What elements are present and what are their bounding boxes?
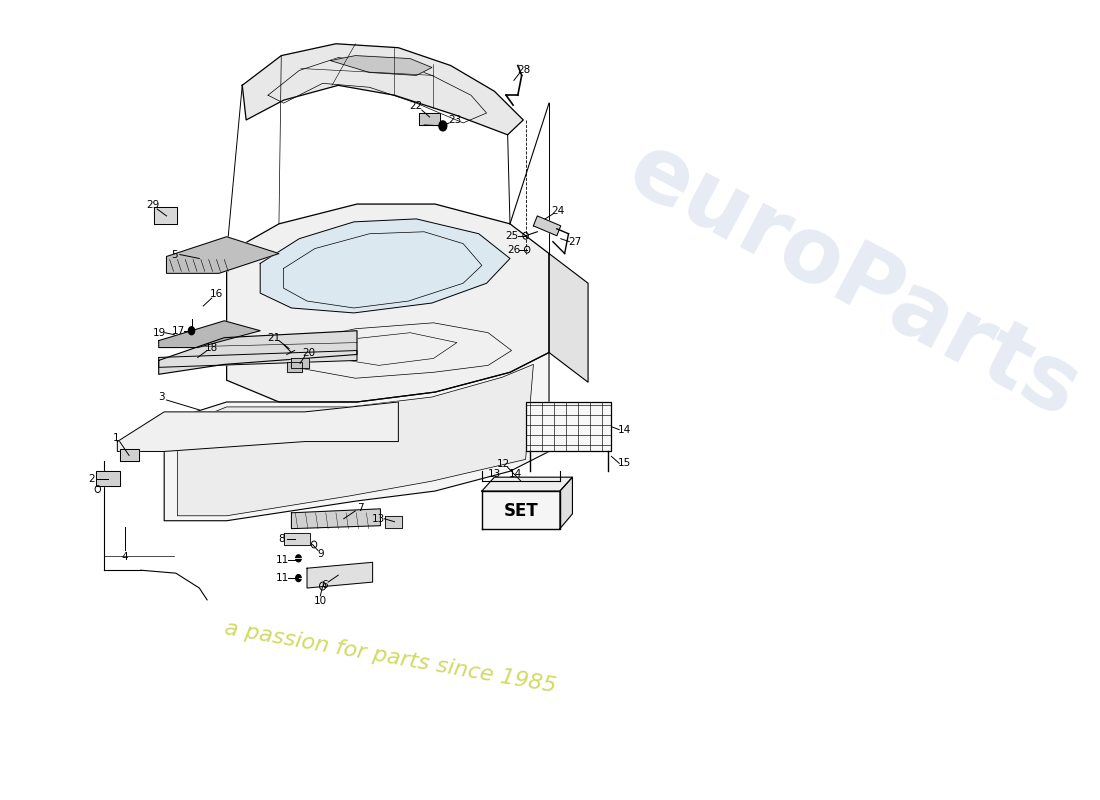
Polygon shape <box>534 216 561 236</box>
Polygon shape <box>292 358 309 368</box>
Polygon shape <box>330 56 432 75</box>
Text: SET: SET <box>504 502 538 520</box>
Polygon shape <box>261 219 510 313</box>
Polygon shape <box>97 471 120 486</box>
Text: 19: 19 <box>153 328 166 338</box>
Text: 22: 22 <box>409 101 422 111</box>
Text: 5: 5 <box>170 250 177 259</box>
Polygon shape <box>158 321 261 347</box>
Text: 14: 14 <box>509 470 522 479</box>
Polygon shape <box>177 364 534 516</box>
Text: 23: 23 <box>448 115 461 125</box>
Text: 21: 21 <box>267 333 280 342</box>
Text: 10: 10 <box>314 596 327 606</box>
Text: euroParts: euroParts <box>613 126 1094 437</box>
Text: 13: 13 <box>372 514 385 524</box>
Circle shape <box>296 574 301 582</box>
Polygon shape <box>482 491 560 529</box>
Text: 11: 11 <box>275 573 288 583</box>
Polygon shape <box>166 237 279 274</box>
Text: 27: 27 <box>569 237 582 246</box>
Text: 7: 7 <box>358 503 364 513</box>
Polygon shape <box>482 477 572 491</box>
Text: 12: 12 <box>497 459 510 470</box>
Circle shape <box>296 555 301 562</box>
Text: 20: 20 <box>302 349 316 358</box>
Text: 18: 18 <box>206 342 219 353</box>
Polygon shape <box>292 509 381 529</box>
Polygon shape <box>287 362 303 372</box>
Text: 4: 4 <box>122 552 129 562</box>
Text: 3: 3 <box>158 392 165 402</box>
Polygon shape <box>164 353 549 521</box>
Polygon shape <box>227 204 549 402</box>
Text: 25: 25 <box>506 230 519 241</box>
Polygon shape <box>120 450 140 462</box>
Text: 15: 15 <box>618 458 631 468</box>
Text: 24: 24 <box>551 206 564 216</box>
Text: 16: 16 <box>210 289 223 299</box>
Text: 13: 13 <box>487 470 500 479</box>
Text: 9: 9 <box>317 550 323 559</box>
Polygon shape <box>526 402 612 451</box>
Polygon shape <box>158 330 358 374</box>
Polygon shape <box>307 562 373 588</box>
Text: 1: 1 <box>113 433 120 442</box>
Circle shape <box>188 326 195 334</box>
Text: 14: 14 <box>618 425 631 434</box>
Text: 29: 29 <box>146 200 160 210</box>
Polygon shape <box>154 207 177 224</box>
Polygon shape <box>118 402 398 451</box>
Polygon shape <box>560 477 572 529</box>
Polygon shape <box>419 113 440 125</box>
Polygon shape <box>158 350 358 367</box>
Text: 6: 6 <box>321 580 328 590</box>
Polygon shape <box>385 516 403 528</box>
Circle shape <box>439 121 447 131</box>
Text: 26: 26 <box>507 245 520 254</box>
Text: 17: 17 <box>172 326 185 336</box>
Polygon shape <box>284 533 310 546</box>
Polygon shape <box>242 44 524 134</box>
Text: a passion for parts since 1985: a passion for parts since 1985 <box>222 618 558 696</box>
Text: 11: 11 <box>275 555 288 566</box>
Text: 8: 8 <box>278 534 285 543</box>
Text: 28: 28 <box>517 66 530 75</box>
Polygon shape <box>549 254 588 382</box>
Text: 2: 2 <box>88 474 95 484</box>
